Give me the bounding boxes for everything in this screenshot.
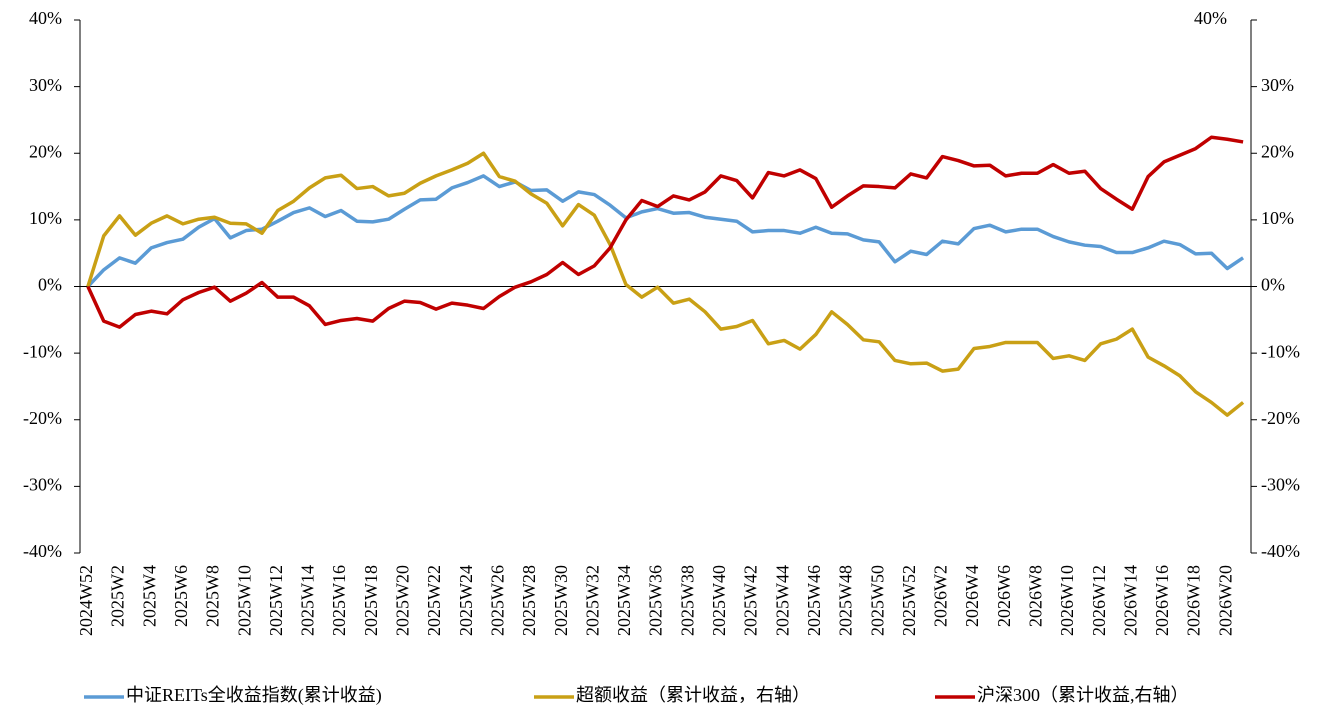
y-tick-label: 40% bbox=[29, 8, 62, 28]
x-tick-label: 2025W34 bbox=[614, 565, 634, 636]
legend-label: 沪深300（累计收益,右轴） bbox=[977, 685, 1189, 705]
y-tick-label: -10% bbox=[23, 341, 62, 361]
x-tick-label: 2025W52 bbox=[899, 565, 919, 636]
x-tick-label: 2026W12 bbox=[1089, 565, 1109, 636]
x-tick-label: 2025W8 bbox=[203, 565, 223, 627]
x-tick-label: 2025W16 bbox=[329, 565, 349, 636]
x-tick-label: 2025W46 bbox=[804, 565, 824, 636]
y2-tick-label: 20% bbox=[1261, 141, 1294, 161]
y2-tick-label: 0% bbox=[1261, 275, 1285, 295]
y2-tick-label: 10% bbox=[1261, 208, 1294, 228]
x-tick-label: 2026W14 bbox=[1120, 565, 1140, 636]
x-tick-label: 2025W30 bbox=[551, 565, 571, 636]
x-tick-label: 2026W2 bbox=[931, 565, 951, 627]
x-tick-label: 2025W32 bbox=[582, 565, 602, 636]
y-tick-label: 30% bbox=[29, 75, 62, 95]
y2-tick-label: -40% bbox=[1261, 541, 1300, 561]
x-tick-label: 2025W26 bbox=[487, 565, 507, 636]
x-tick-label: 2026W20 bbox=[1215, 565, 1235, 636]
x-tick-label: 2026W18 bbox=[1184, 565, 1204, 636]
x-tick-label: 2025W4 bbox=[139, 565, 159, 627]
x-tick-label: 2025W14 bbox=[298, 565, 318, 636]
x-tick-label: 2025W12 bbox=[266, 565, 286, 636]
x-tick-label: 2025W22 bbox=[424, 565, 444, 636]
x-tick-label: 2025W44 bbox=[772, 565, 792, 636]
x-tick-label: 2025W50 bbox=[867, 565, 887, 636]
x-tick-label: 2025W24 bbox=[456, 565, 476, 636]
x-tick-label: 2025W10 bbox=[234, 565, 254, 636]
y-tick-label: 0% bbox=[38, 275, 62, 295]
y2-tick-label: -10% bbox=[1261, 341, 1300, 361]
x-tick-label: 2024W52 bbox=[76, 565, 96, 636]
x-tick-label: 2025W42 bbox=[741, 565, 761, 636]
legend-label: 中证REITs全收益指数(累计收益) bbox=[126, 685, 382, 706]
x-tick-label: 2025W36 bbox=[646, 565, 666, 636]
y2-tick-label: -30% bbox=[1261, 475, 1300, 495]
x-tick-label: 2025W20 bbox=[393, 565, 413, 636]
x-tick-label: 2025W18 bbox=[361, 565, 381, 636]
y-tick-label: 20% bbox=[29, 141, 62, 161]
y2-tick-label: -20% bbox=[1261, 408, 1300, 428]
x-tick-label: 2025W2 bbox=[108, 565, 128, 627]
x-tick-label: 2026W6 bbox=[994, 565, 1014, 627]
x-tick-label: 2026W4 bbox=[962, 565, 982, 627]
y2-tick-label: 40% bbox=[1194, 8, 1227, 28]
x-tick-label: 2026W16 bbox=[1152, 565, 1172, 636]
x-tick-label: 2025W6 bbox=[171, 565, 191, 627]
y2-tick-label: 30% bbox=[1261, 75, 1294, 95]
y-tick-label: -40% bbox=[23, 541, 62, 561]
series-line bbox=[86, 174, 1245, 288]
x-tick-label: 2026W8 bbox=[1025, 565, 1045, 627]
y-tick-label: -30% bbox=[23, 475, 62, 495]
series-line bbox=[86, 135, 1244, 329]
x-tick-label: 2025W40 bbox=[709, 565, 729, 636]
x-tick-label: 2026W10 bbox=[1057, 565, 1077, 636]
legend-label: 超额收益（累计收益，右轴） bbox=[576, 685, 810, 705]
x-tick-label: 2025W38 bbox=[677, 565, 697, 636]
series-line bbox=[86, 151, 1245, 417]
y-tick-label: -20% bbox=[23, 408, 62, 428]
y-tick-label: 10% bbox=[29, 208, 62, 228]
x-tick-label: 2025W28 bbox=[519, 565, 539, 636]
x-tick-label: 2025W48 bbox=[836, 565, 856, 636]
